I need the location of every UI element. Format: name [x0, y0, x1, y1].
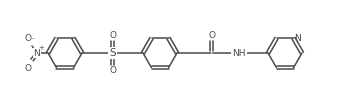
Text: N: N — [294, 34, 301, 43]
Text: O: O — [24, 64, 31, 73]
Text: O: O — [109, 31, 116, 40]
Text: N: N — [33, 49, 40, 57]
Text: O: O — [24, 34, 31, 43]
Text: -: - — [32, 35, 34, 41]
Text: NH: NH — [232, 49, 246, 57]
Text: +: + — [38, 45, 44, 51]
Text: S: S — [109, 48, 116, 58]
Text: O: O — [109, 66, 116, 75]
Text: O: O — [208, 31, 215, 40]
